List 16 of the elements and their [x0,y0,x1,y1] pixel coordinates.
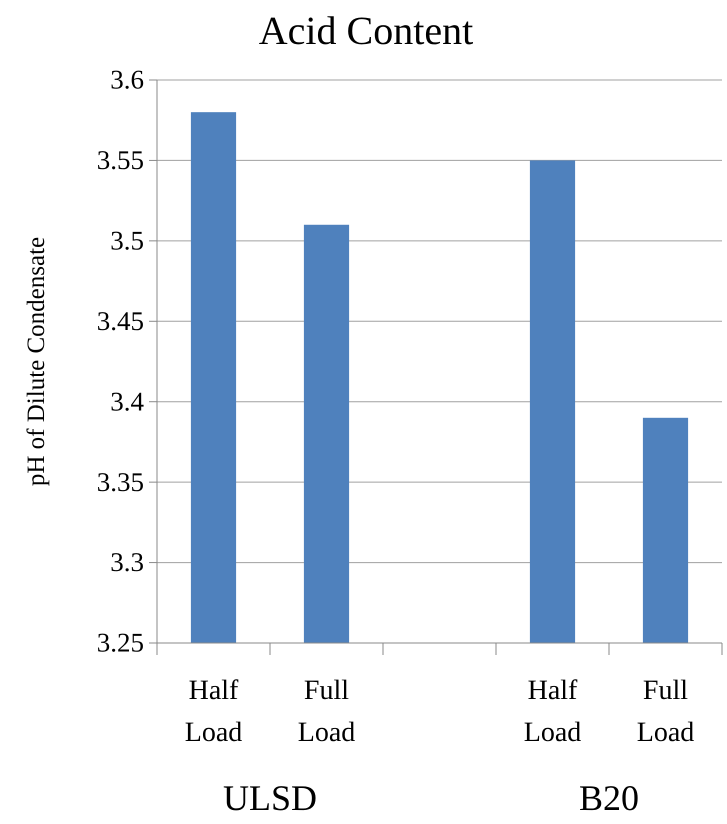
text: B20 [578,778,640,818]
y-tick-label: 3.35 [96,466,144,497]
y-tick-label: 3.5 [110,225,144,256]
chart-title: Acid Content [258,8,474,53]
text: ULSD [222,778,318,818]
x-tick-label: Half Load [524,675,582,748]
x-tick-label: Full Load [298,675,356,748]
x-tick-label: Half Load [184,675,242,748]
y-tick-label: 3.6 [110,64,144,95]
y-tick-label: 3.4 [110,386,144,416]
y-axis-title: pH of Dilute Condensate [23,236,50,486]
y-tick-label: 3.45 [96,306,144,336]
y-tick-label: 3.3 [110,547,144,578]
x-tick-label: Full Load [636,675,694,748]
y-tick-label: 3.25 [96,628,144,658]
y-tick-label: 3.55 [96,145,144,176]
